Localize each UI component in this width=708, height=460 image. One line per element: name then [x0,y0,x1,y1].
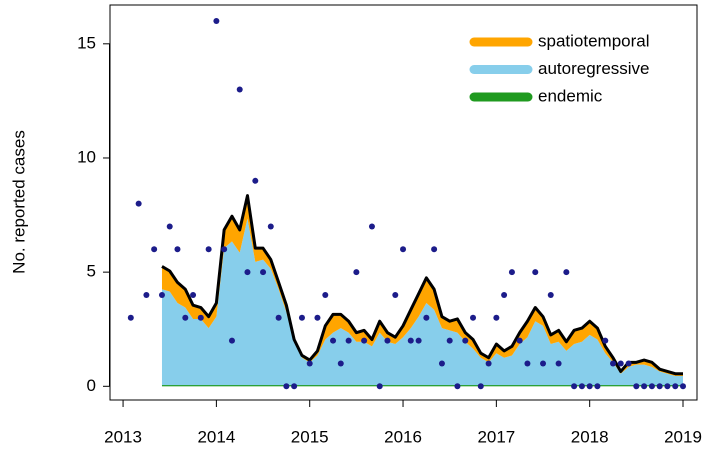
observed-point [158,291,165,298]
observed-point [625,360,632,367]
observed-point [314,314,321,321]
y-tick-label: 15 [77,33,96,52]
observed-point [470,314,477,321]
y-tick-label: 0 [87,376,96,395]
observed-point [493,314,500,321]
observed-point [485,360,492,367]
observed-point [477,383,484,390]
observed-point [524,360,531,367]
observed-point [641,383,648,390]
y-axis-label: No. reported cases [9,130,28,274]
observed-point [322,291,329,298]
observed-point [680,383,687,390]
observed-point [610,360,617,367]
observed-point [127,314,134,321]
observed-point [462,337,469,344]
total-line [161,194,684,376]
observed-point [166,223,173,230]
observed-point [260,269,267,276]
observed-point [236,86,243,93]
observed-point [143,291,150,298]
observed-point [648,383,655,390]
observed-point [664,383,671,390]
observed-point [298,314,305,321]
observed-point [672,383,679,390]
observed-point [415,337,422,344]
observed-point [446,337,453,344]
observed-point [368,223,375,230]
area [161,218,684,386]
observed-point [602,337,609,344]
observed-point [190,291,197,298]
observed-point [244,269,251,276]
observed-point [151,246,158,253]
observed-point [353,269,360,276]
observed-point [221,246,228,253]
x-tick-label: 2014 [197,427,235,446]
observed-point [283,383,290,390]
observed-point [407,337,414,344]
observed-point [501,291,508,298]
x-tick-label: 2016 [384,427,422,446]
observed-point [306,360,313,367]
observed-point [337,360,344,367]
observed-point [384,337,391,344]
observed-point [547,291,554,298]
observed-point [182,314,189,321]
observed-point [423,314,430,321]
observed-point [633,383,640,390]
observed-point [197,314,204,321]
legend-label: endemic [538,86,603,105]
observed-point [431,246,438,253]
observed-point [586,383,593,390]
x-tick-label: 2018 [571,427,609,446]
observed-point [656,383,663,390]
y-tick-label: 5 [87,262,96,281]
observed-point [345,337,352,344]
observed-point [376,383,383,390]
observed-point [508,269,515,276]
observed-point [578,383,585,390]
observed-point [330,337,337,344]
observed-point [540,360,547,367]
observed-point [135,200,142,207]
observed-point [228,337,235,344]
legend-label: autoregressive [538,59,650,78]
x-tick-label: 2017 [477,427,515,446]
observed-point [213,17,220,24]
observed-point [617,360,624,367]
observed-point [400,246,407,253]
legend-label: spatiotemporal [538,31,650,50]
observed-point [516,337,523,344]
observed-point [291,383,298,390]
observed-point [267,223,274,230]
x-tick-label: 2015 [291,427,329,446]
observed-point [532,269,539,276]
observed-point [594,383,601,390]
observed-point [392,291,399,298]
y-tick-label: 10 [77,147,96,166]
observed-point [454,383,461,390]
observed-point [555,360,562,367]
observed-point [563,269,570,276]
x-tick-label: 2013 [104,427,142,446]
observed-point [252,177,259,184]
observed-point [205,246,212,253]
observed-point [275,314,282,321]
x-tick-label: 2019 [664,427,702,446]
observed-point [438,360,445,367]
observed-point [361,337,368,344]
observed-point [571,383,578,390]
observed-point [174,246,181,253]
